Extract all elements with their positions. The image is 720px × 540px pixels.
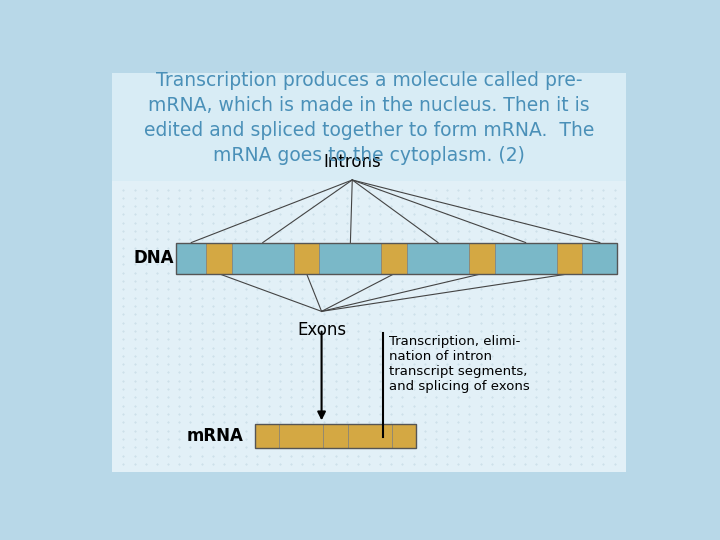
Bar bbox=[469, 242, 495, 274]
Bar bbox=[294, 242, 320, 274]
Bar bbox=[495, 242, 557, 274]
FancyBboxPatch shape bbox=[112, 73, 626, 472]
Bar bbox=[176, 242, 206, 274]
Bar bbox=[176, 242, 617, 274]
Bar bbox=[279, 424, 323, 448]
Bar bbox=[382, 242, 407, 274]
Bar bbox=[206, 242, 232, 274]
Bar bbox=[392, 424, 416, 448]
Text: Transcription, elimi-
nation of intron
transcript segments,
and splicing of exon: Transcription, elimi- nation of intron t… bbox=[389, 335, 529, 393]
Bar bbox=[255, 424, 279, 448]
Bar bbox=[557, 242, 582, 274]
Bar bbox=[112, 181, 626, 472]
Text: Introns: Introns bbox=[323, 153, 381, 171]
Text: Transcription produces a molecule called pre-
mRNA, which is made in the nucleus: Transcription produces a molecule called… bbox=[144, 71, 594, 165]
Text: mRNA: mRNA bbox=[187, 427, 244, 445]
Bar bbox=[323, 424, 348, 448]
Bar bbox=[255, 424, 416, 448]
Bar bbox=[232, 242, 294, 274]
Bar bbox=[348, 424, 392, 448]
Text: DNA: DNA bbox=[134, 249, 174, 267]
Bar bbox=[582, 242, 617, 274]
Text: Exons: Exons bbox=[297, 321, 346, 339]
Bar bbox=[320, 242, 382, 274]
Bar bbox=[407, 242, 469, 274]
